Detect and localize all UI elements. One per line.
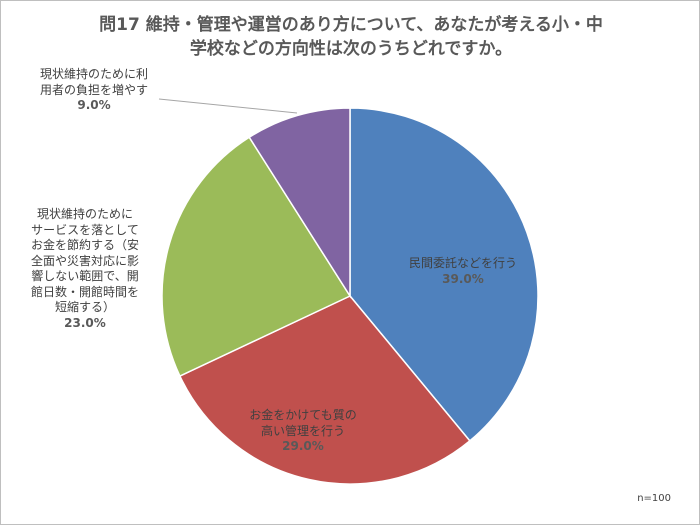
data-label-text: 民間委託などを行う <box>408 256 517 270</box>
pie-slice-0 <box>349 107 539 442</box>
data-label-text: 短縮する） <box>54 300 115 314</box>
data-label-value: 9.0% <box>77 98 111 112</box>
data-label-text: 高い管理を行う <box>260 423 345 438</box>
data-label-value: 39.0% <box>442 271 484 286</box>
data-label-service-setsuyaku: 現状維持のために サービスを落として お金を節約する（安 全面や災害対応に影 響… <box>11 207 159 331</box>
data-label-text: 用者の負担を増やす <box>39 82 148 97</box>
data-label-text: お金をかけても質の <box>249 408 357 422</box>
chart-title-line-1: 問17 維持・管理や運営のあり方について、あなたが考える小・中 <box>99 15 603 35</box>
data-label-text: 響しない範囲で、開 <box>31 269 139 283</box>
data-label-value: 29.0% <box>282 439 324 453</box>
chart-title-line-2: 学校などの方向性は次のうちどれですか。 <box>189 39 513 59</box>
sample-size-note: n=100 <box>637 493 671 504</box>
data-label-text: 現状維持のために <box>36 207 133 221</box>
pie-slice-2 <box>161 136 352 378</box>
pie-slice-1 <box>178 295 471 485</box>
leader-line-riyousha-futan <box>158 98 298 114</box>
data-label-value: 23.0% <box>64 315 106 330</box>
data-label-text: お金を節約する（安 <box>30 238 139 252</box>
data-label-text: 現状維持のために利 <box>39 67 148 81</box>
data-label-shitsu-kanri: お金をかけても質の 高い管理を行う 29.0% <box>223 408 383 455</box>
data-label-text: 館日数・開館時間を <box>30 284 139 299</box>
data-label-text: サービスを落として <box>31 222 139 237</box>
chart-title: 問17 維持・管理や運営のあり方について、あなたが考える小・中 学校などの方向性… <box>61 13 641 61</box>
data-label-text: 全面や災害対応に影 <box>30 253 139 268</box>
data-label-riyousha-futan: 現状維持のために利 用者の負担を増やす 9.0% <box>9 67 179 114</box>
pie-slice-3 <box>248 107 351 299</box>
data-label-minkan-itaku: 民間委託などを行う 39.0% <box>393 256 533 287</box>
